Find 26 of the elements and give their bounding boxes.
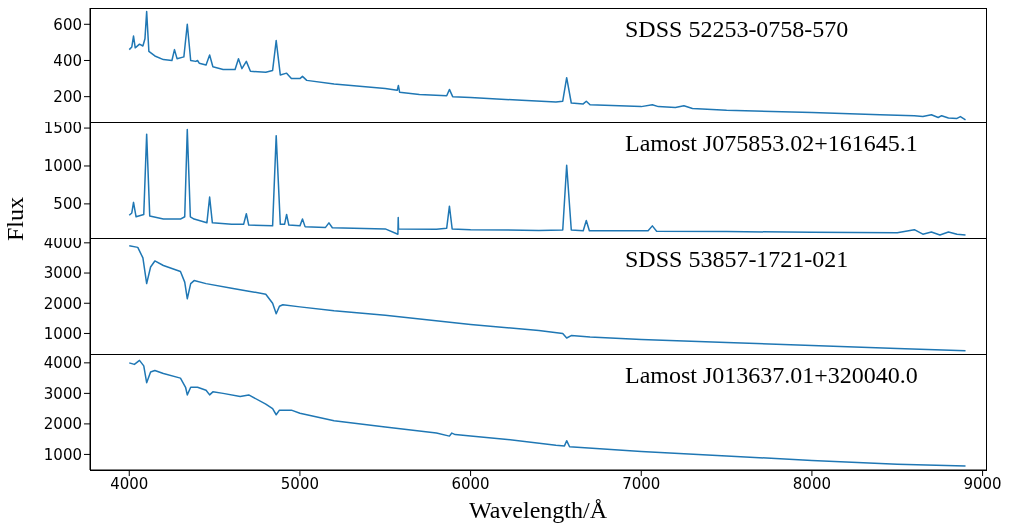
x-tick-label: 4000	[110, 474, 149, 493]
x-tick-label: 5000	[280, 474, 320, 493]
y-tick-label: 600	[53, 15, 82, 34]
y-tick-label: 2000	[43, 415, 82, 434]
y-tick-label: 3000	[43, 264, 82, 283]
chart-title: Lamost J013637.01+320040.0	[625, 362, 918, 389]
y-axis-title: Flux	[2, 196, 28, 241]
y-tick-label: 1500	[43, 119, 82, 138]
y-tick-label: 4000	[43, 234, 82, 253]
y-tick-label: 400	[53, 51, 82, 70]
x-tick-label: 9000	[963, 474, 1002, 493]
x-tick-label: 7000	[622, 474, 661, 493]
y-tick-label: 1000	[43, 445, 82, 464]
y-tick-label: 1000	[43, 324, 82, 343]
y-tick-label: 1000	[43, 157, 82, 176]
x-axis-title: Wavelength/Å	[468, 497, 608, 523]
y-tick-label: 500	[53, 195, 82, 214]
y-tick-label: 3000	[43, 384, 82, 403]
y-tick-label: 4000	[43, 354, 82, 373]
y-tick-label: 2000	[43, 294, 82, 313]
chart-title: SDSS 52253-0758-570	[625, 16, 849, 43]
x-tick-label: 8000	[792, 474, 832, 493]
chart-title: SDSS 53857-1721-021	[625, 246, 849, 273]
x-tick-label: 6000	[451, 474, 490, 493]
chart-title: Lamost J075853.02+161645.1	[625, 130, 918, 157]
y-tick-label: 200	[53, 87, 82, 106]
